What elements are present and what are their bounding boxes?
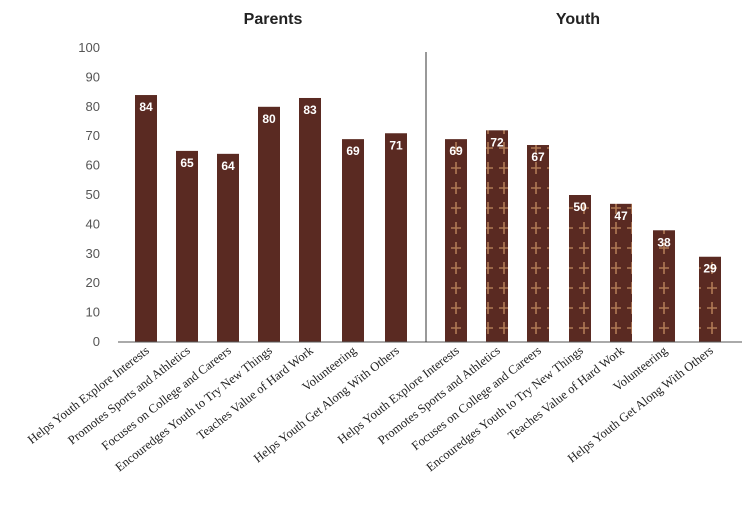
data-label: 69: [449, 144, 463, 158]
y-tick-label: 40: [86, 216, 100, 231]
y-tick-label: 20: [86, 275, 100, 290]
bar-parents-2: [217, 153, 239, 342]
bar-parents-3: [258, 106, 280, 342]
data-label: 29: [703, 262, 717, 276]
data-label: 38: [657, 235, 671, 249]
y-tick-label: 100: [78, 40, 100, 55]
panel-title-parents: Parents: [244, 11, 303, 28]
y-tick-label: 80: [86, 99, 100, 114]
data-label: 50: [573, 200, 587, 214]
y-tick-label: 0: [93, 334, 100, 349]
data-label: 84: [139, 100, 153, 114]
bar-parents-4: [299, 97, 321, 342]
data-label: 47: [614, 209, 628, 223]
bar-youth-1: [486, 130, 508, 342]
bar-youth-2: [527, 145, 549, 342]
bar-parents-6: [385, 133, 407, 342]
bar-youth-5: [653, 230, 675, 342]
y-tick-label: 60: [86, 158, 100, 173]
bar-parents-1: [176, 150, 198, 342]
panel-title-youth: Youth: [556, 11, 600, 28]
y-tick-label: 50: [86, 187, 100, 202]
y-tick-label: 30: [86, 246, 100, 261]
data-label: 72: [490, 135, 504, 149]
data-label: 80: [262, 112, 276, 126]
data-label: 83: [303, 103, 317, 117]
data-label: 65: [180, 156, 194, 170]
bar-youth-3: [569, 195, 591, 342]
y-tick-label: 10: [86, 305, 100, 320]
y-tick-label: 70: [86, 128, 100, 143]
data-label: 71: [389, 138, 403, 152]
bar-youth-0: [445, 139, 467, 342]
bar-parents-5: [342, 139, 364, 342]
y-tick-label: 90: [86, 69, 100, 84]
data-label: 69: [346, 144, 360, 158]
data-label: 64: [221, 159, 235, 173]
data-label: 67: [531, 150, 545, 164]
bar-youth-4: [610, 203, 632, 342]
bar-parents-0: [135, 95, 157, 342]
bar-youth-6: [699, 256, 721, 342]
